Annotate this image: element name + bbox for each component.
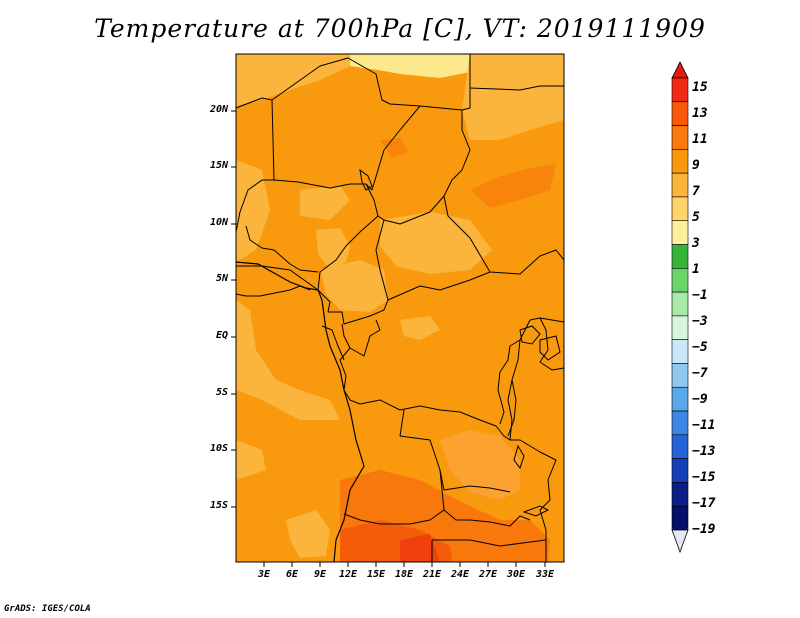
temperature-region-7 bbox=[236, 300, 340, 420]
lat-label: 5N bbox=[215, 273, 228, 284]
colorbar-label: −9 bbox=[692, 392, 708, 407]
colorbar-segment bbox=[671, 363, 689, 388]
lon-label: 30E bbox=[506, 569, 526, 580]
lat-label: 20N bbox=[209, 104, 228, 115]
colorbar-label: 13 bbox=[692, 106, 708, 121]
lon-label: 15E bbox=[366, 569, 386, 580]
colorbar-label: 5 bbox=[692, 210, 700, 225]
temperature-region-7 bbox=[236, 440, 266, 480]
temperature-region-7 bbox=[236, 160, 270, 262]
lon-label: 6E bbox=[285, 569, 299, 580]
colorbar-label: 3 bbox=[692, 236, 700, 251]
temperature-region-7 bbox=[286, 510, 330, 558]
lat-label: 15S bbox=[209, 500, 228, 511]
colorbar-label: −5 bbox=[692, 340, 708, 355]
colorbar-segment bbox=[671, 244, 689, 269]
colorbar-segment bbox=[671, 386, 689, 412]
map-panel bbox=[231, 53, 565, 567]
coastline bbox=[235, 261, 365, 563]
lat-label: EQ bbox=[215, 330, 228, 341]
colorbar-label: −7 bbox=[692, 366, 708, 381]
temperature-region-7 bbox=[316, 228, 350, 270]
lon-label: 12E bbox=[338, 569, 358, 580]
colorbar-label: −17 bbox=[692, 496, 716, 511]
temperature-region-7 bbox=[462, 54, 564, 140]
temperature-region-9 bbox=[440, 430, 520, 500]
country-borders bbox=[235, 54, 565, 562]
colorbar-label: −11 bbox=[692, 418, 716, 433]
lat-ticks bbox=[231, 110, 236, 508]
colorbar-segment bbox=[671, 339, 689, 364]
colorbar-label: 7 bbox=[692, 184, 700, 199]
lon-label: 21E bbox=[422, 569, 442, 580]
colorbar-label: 15 bbox=[692, 80, 708, 95]
colorbar-segment bbox=[671, 505, 689, 531]
temperature-region-7 bbox=[320, 260, 388, 312]
lon-label: 27E bbox=[478, 569, 498, 580]
colorbar-segments bbox=[671, 77, 689, 531]
temperature-region-7 bbox=[236, 54, 350, 106]
temperature-region-7 bbox=[380, 212, 492, 274]
colorbar-segment bbox=[671, 125, 689, 150]
lon-label: 33E bbox=[535, 569, 555, 580]
map-frame bbox=[235, 53, 565, 563]
colorbar-segment bbox=[671, 291, 689, 317]
lon-label: 18E bbox=[394, 569, 414, 580]
lat-label: 10N bbox=[209, 217, 228, 228]
colorbar-segment bbox=[671, 458, 689, 483]
colorbar-segment bbox=[671, 196, 689, 222]
map-title: Temperature at 700hPa [C], VT: 201911190… bbox=[94, 14, 706, 43]
temperature-region-5 bbox=[350, 54, 470, 78]
colorbar-label: 1 bbox=[692, 262, 700, 277]
colorbar-segment bbox=[671, 149, 689, 174]
colorbar-segment bbox=[671, 410, 689, 436]
temperature-region-7 bbox=[300, 186, 350, 220]
colorbar-label: −3 bbox=[692, 314, 708, 329]
colorbar-segment bbox=[671, 434, 689, 459]
colorbar-segment bbox=[671, 315, 689, 340]
colorbar-top-arrow bbox=[671, 61, 689, 79]
temperature-region-11 bbox=[380, 138, 408, 158]
lon-ticks bbox=[263, 562, 546, 567]
lat-label: 15N bbox=[209, 160, 228, 171]
lon-label: 24E bbox=[450, 569, 470, 580]
temperature-region-11 bbox=[470, 164, 556, 208]
colorbar-bottom-arrow bbox=[671, 529, 689, 554]
colorbar-label: −1 bbox=[692, 288, 708, 303]
colorbar-segment bbox=[671, 101, 689, 126]
colorbar-label: −19 bbox=[692, 522, 716, 537]
temperature-region-13 bbox=[400, 534, 440, 562]
colorbar-segment bbox=[671, 220, 689, 245]
lat-label: 5S bbox=[215, 387, 228, 398]
colorbar-label: −13 bbox=[692, 444, 716, 459]
colorbar-segment bbox=[671, 268, 689, 293]
colorbar-segment bbox=[671, 172, 689, 198]
colorbar bbox=[671, 61, 689, 554]
lat-label: 10S bbox=[209, 443, 228, 454]
lon-label: 9E bbox=[313, 569, 327, 580]
lon-label: 3E bbox=[257, 569, 271, 580]
colorbar-segment bbox=[671, 77, 689, 103]
colorbar-label: −15 bbox=[692, 470, 716, 485]
colorbar-label: 9 bbox=[692, 158, 700, 173]
temperature-region-7 bbox=[400, 316, 440, 340]
credit-text: GrADS: IGES/COLA bbox=[4, 604, 91, 614]
lakes bbox=[359, 168, 561, 517]
colorbar-segment bbox=[671, 482, 689, 507]
colorbar-label: 11 bbox=[692, 132, 708, 147]
